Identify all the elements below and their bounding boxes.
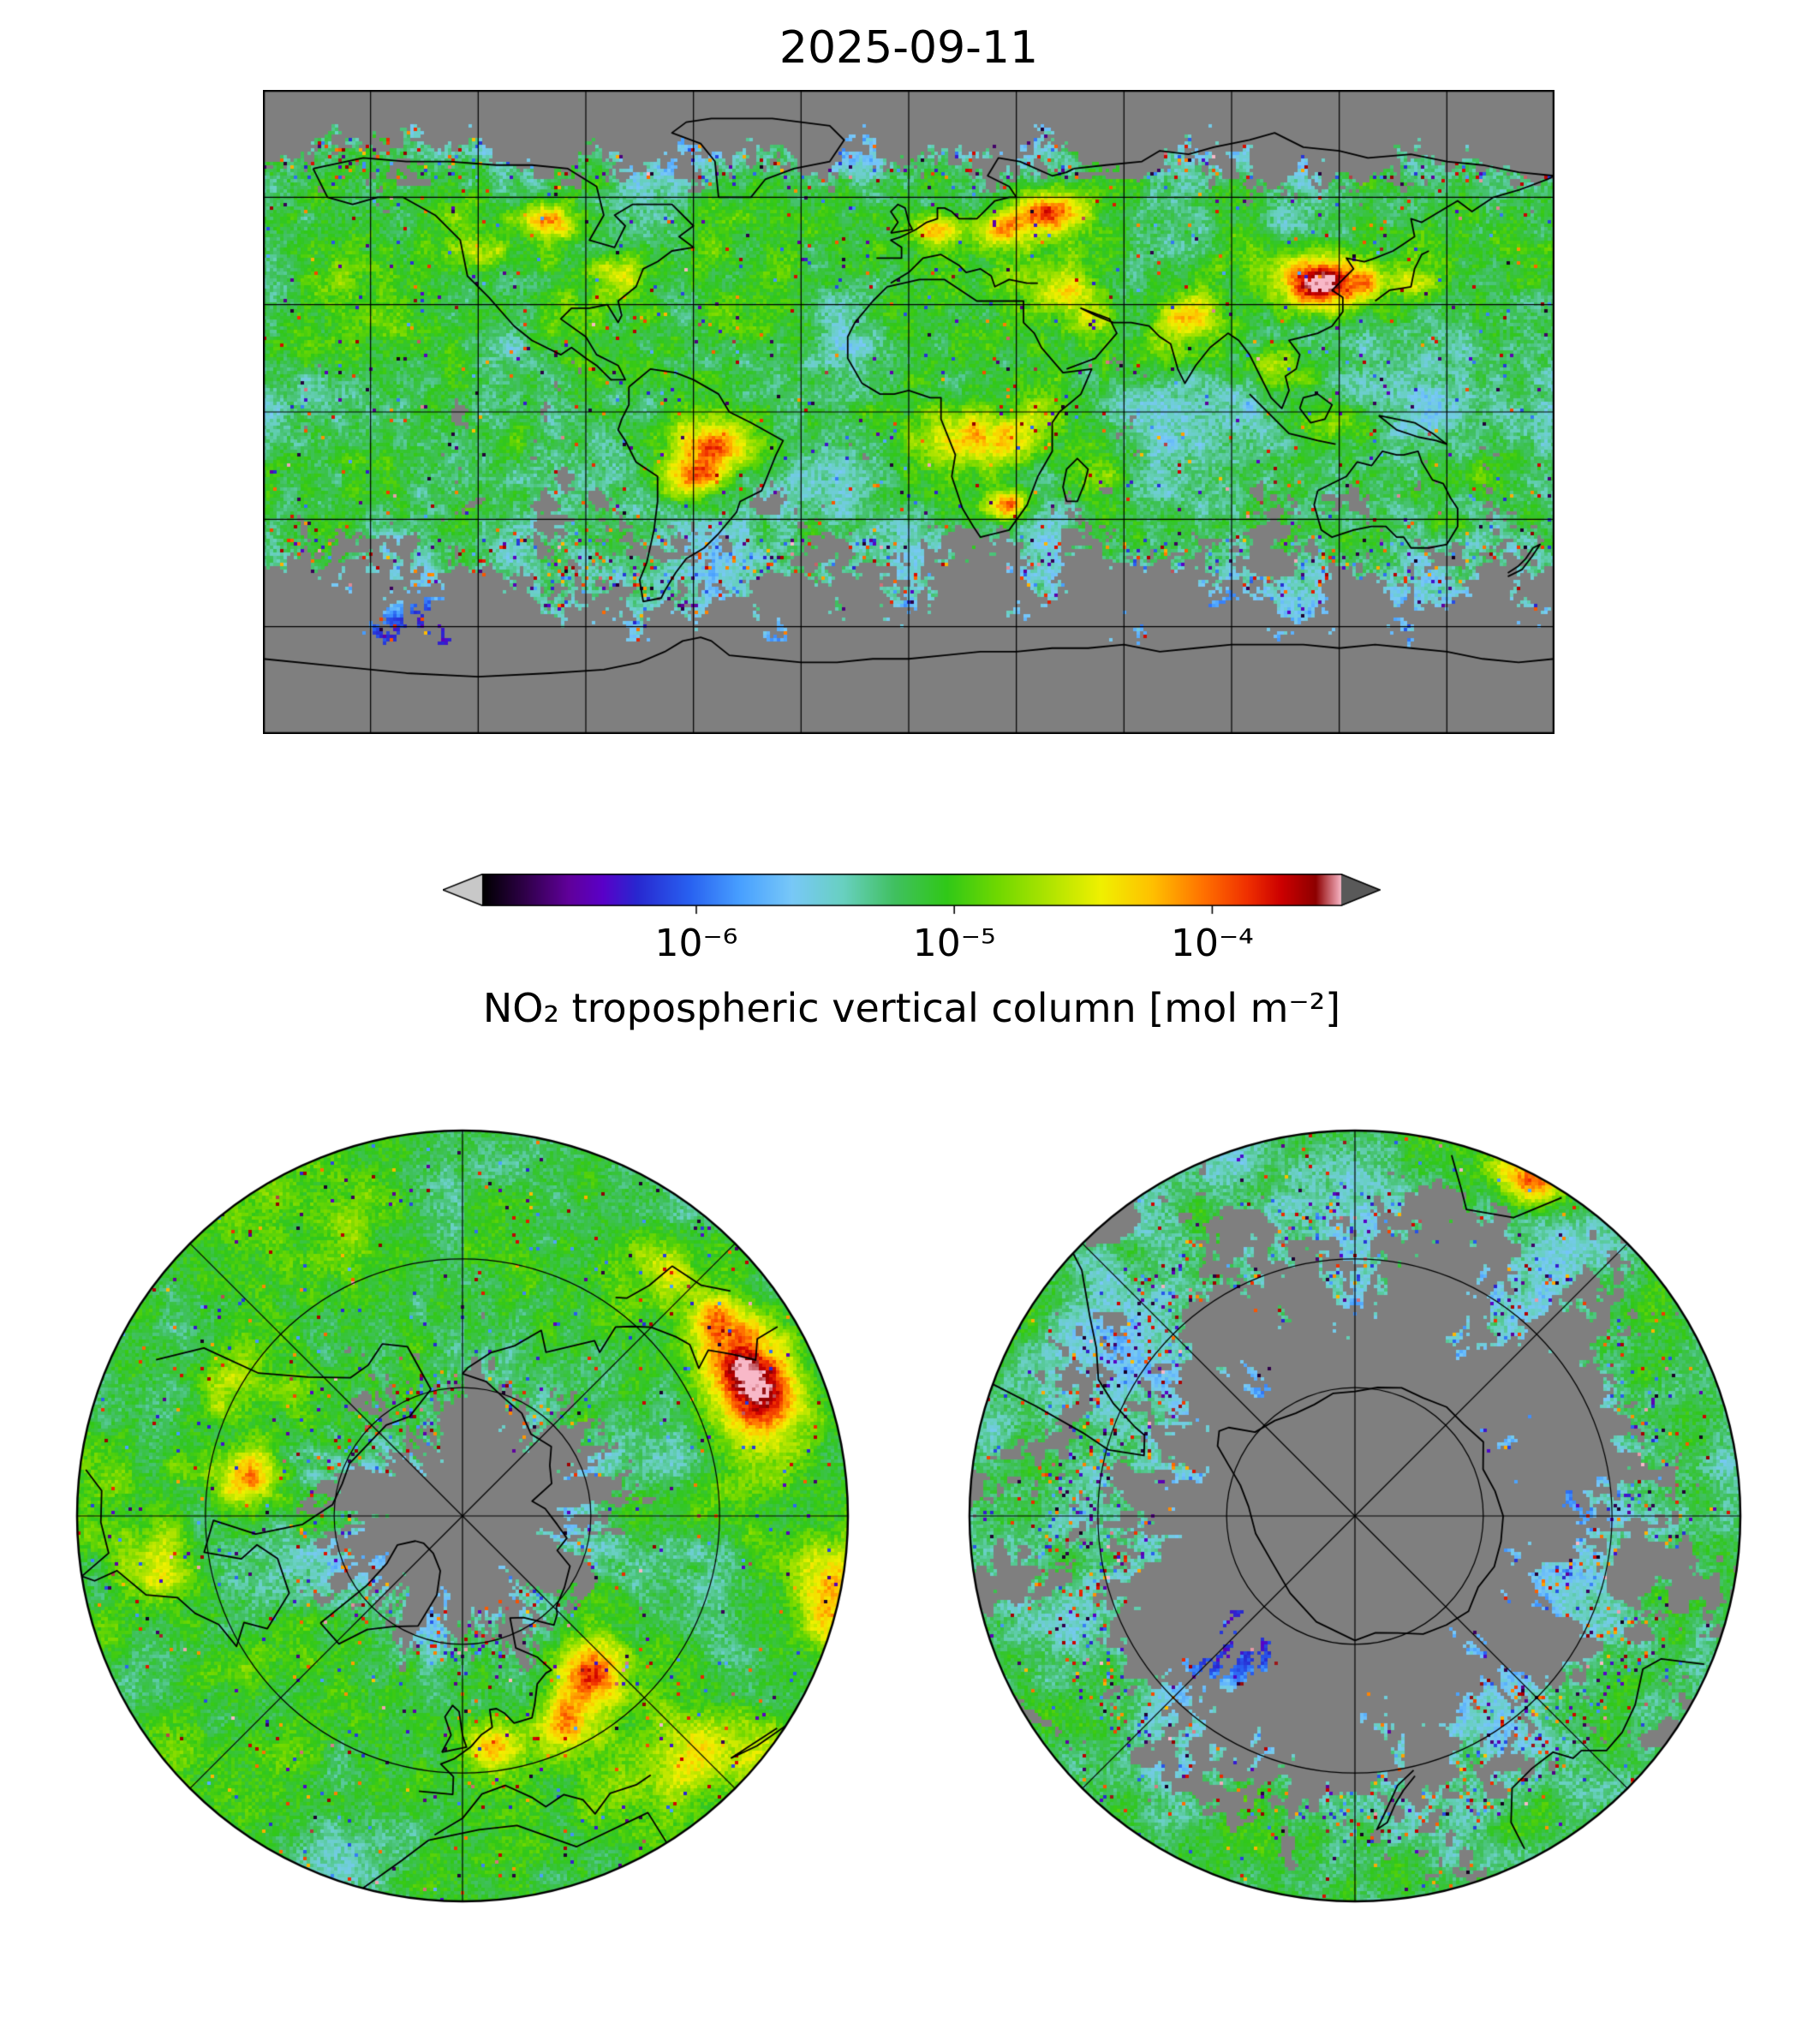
north-polar-canvas (70, 1124, 855, 1908)
colorbar-tick-1e-4: 10⁻⁴ (1170, 922, 1254, 965)
plot-title: 2025-09-11 (779, 22, 1039, 74)
colorbar-tick-1e-6: 10⁻⁶ (654, 922, 738, 965)
colorbar-tick-1e-5: 10⁻⁵ (912, 922, 996, 965)
global-map-canvas (263, 90, 1554, 734)
colorbar-canvas (443, 874, 1381, 916)
south-polar-canvas (963, 1124, 1747, 1908)
colorbar-label: NO₂ tropospheric vertical column [mol m⁻… (482, 985, 1341, 1031)
